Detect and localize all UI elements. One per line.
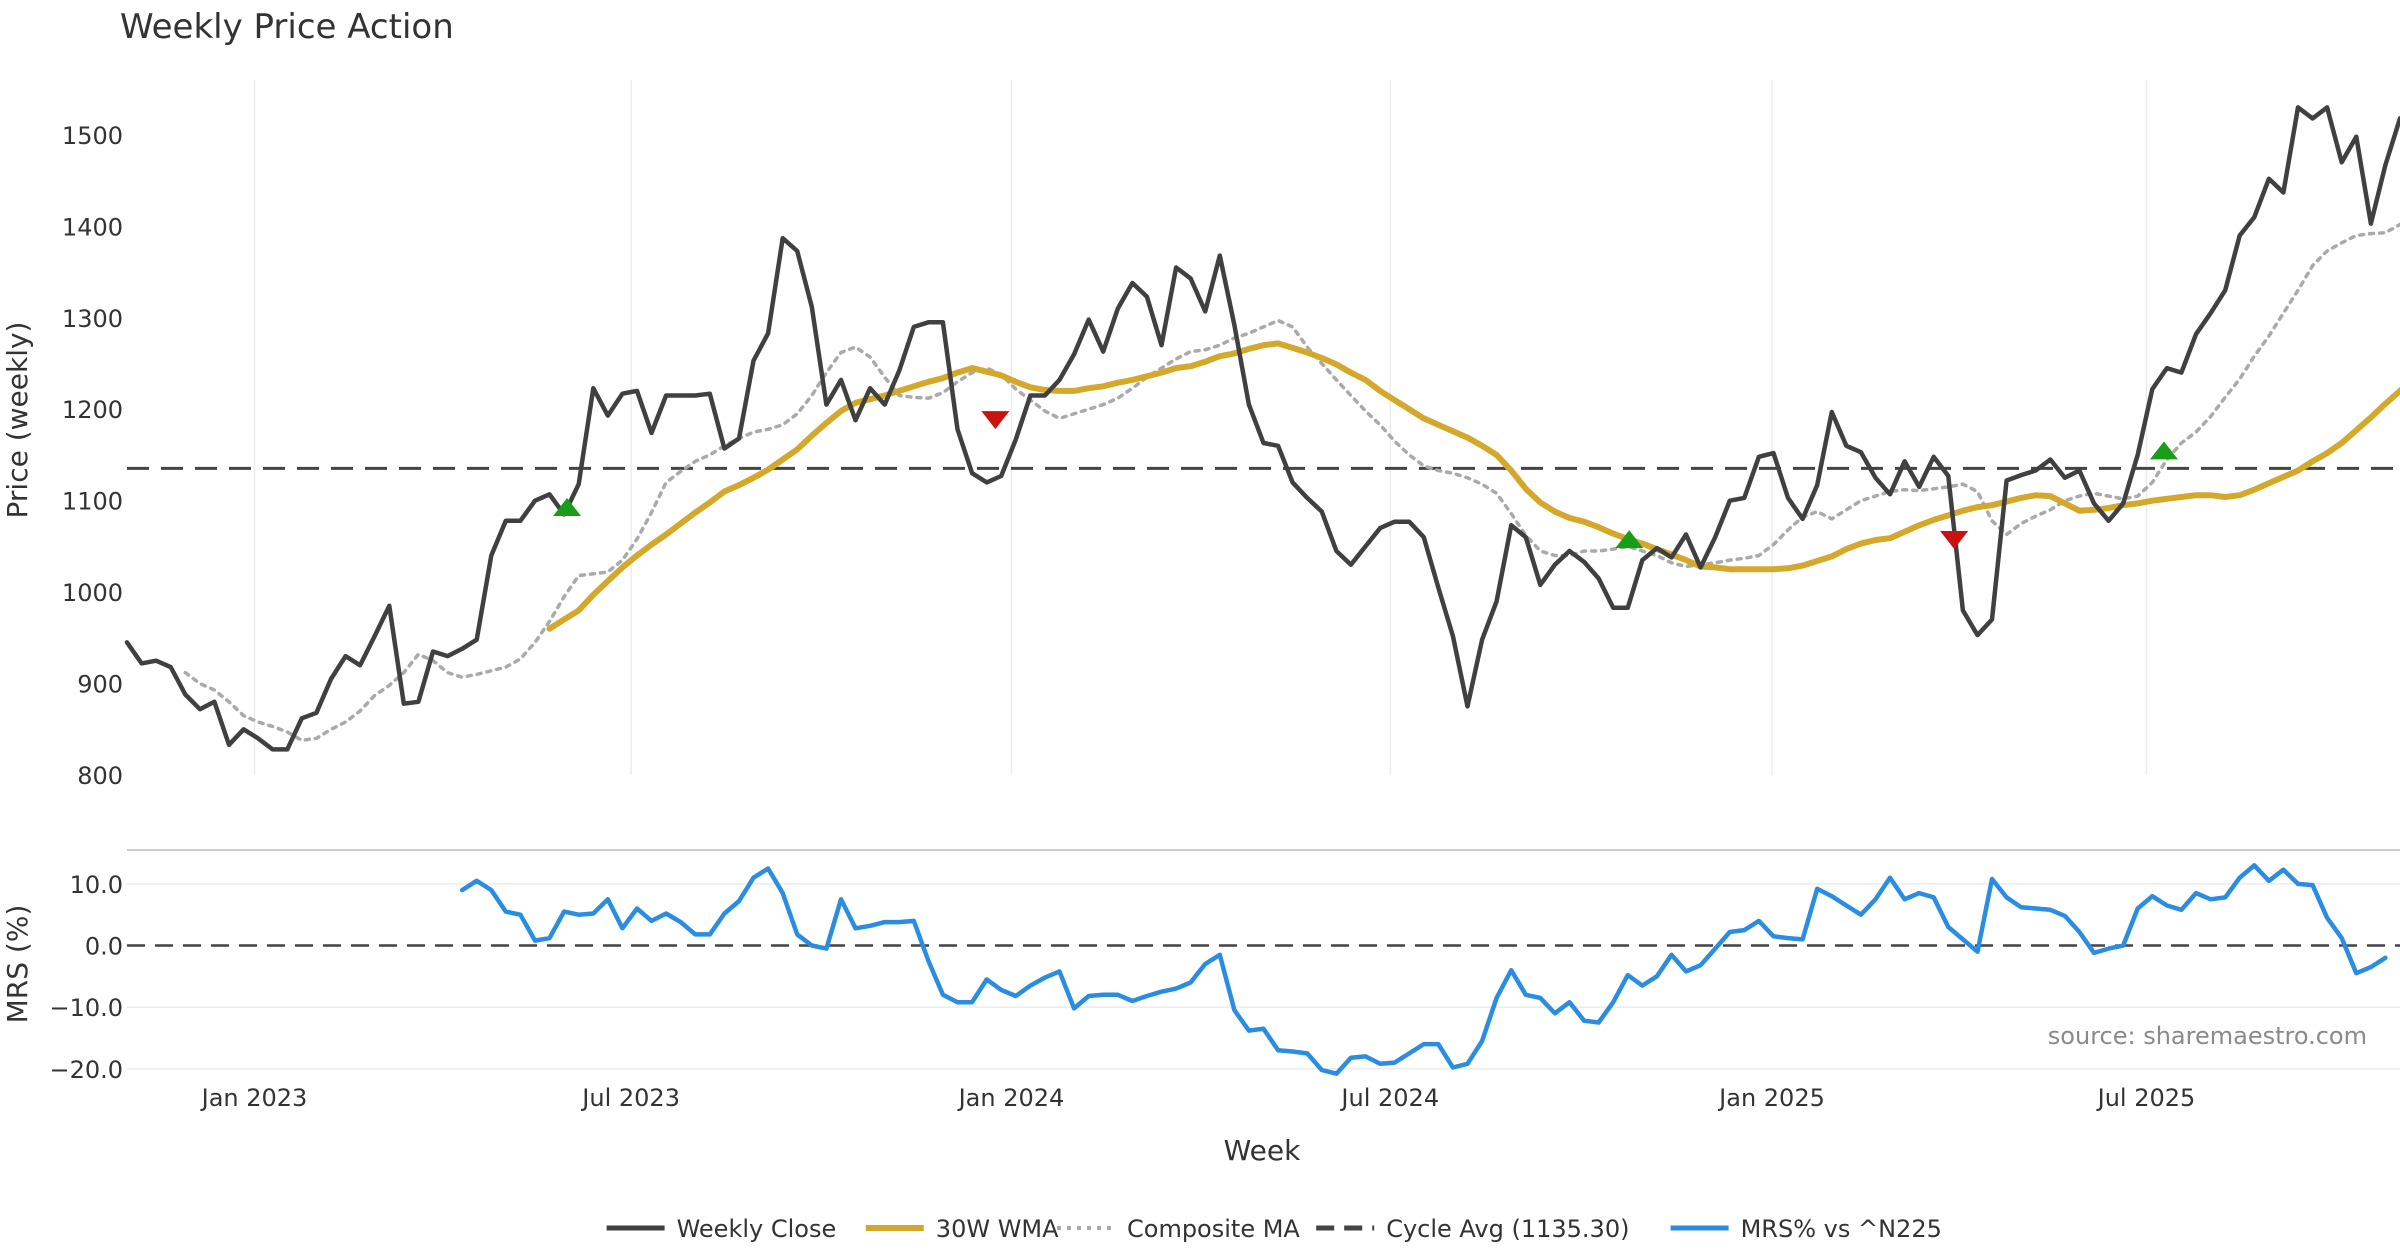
mrs-y-tick-0: 10.0 [70, 871, 123, 899]
price-y-tick-6: 1400 [62, 213, 123, 241]
mrs-series [459, 863, 2388, 1076]
x-tick-2: Jan 2024 [957, 1084, 1065, 1112]
x-tick-3: Jul 2024 [1339, 1084, 1439, 1112]
legend-label-0: Weekly Close [677, 1215, 837, 1243]
chart-title: Weekly Price Action [120, 7, 454, 47]
composite-ma-line [183, 222, 2400, 743]
mrs-y-tick-labels: 10.0 0.0 −10.0 −20.0 [49, 871, 123, 1084]
legend-label-4: MRS% vs ^N225 [1741, 1215, 1942, 1243]
price-y-tick-3: 1100 [62, 488, 123, 516]
mrs-y-tick-1: 0.0 [85, 933, 123, 961]
price-y-axis-title: Price (weekly) [1, 322, 34, 519]
weekly-close-line [124, 105, 2400, 752]
price-y-tick-7: 1500 [62, 122, 123, 150]
price-gridlines [253, 80, 2148, 775]
x-tick-labels: Jan 2023 Jul 2023 Jan 2024 Jul 2024 Jan 2025… [200, 1084, 2196, 1112]
wma-30w-line [546, 340, 2400, 632]
chart-legend: Weekly Close 30W WMA Composite MA Cycle Avg… [606, 1215, 1942, 1243]
x-tick-1: Jul 2023 [580, 1084, 680, 1112]
buy-signal-marker-0 [553, 498, 582, 517]
price-y-tick-1: 900 [77, 671, 123, 699]
x-axis-title: Week [1224, 1134, 1301, 1167]
price-y-tick-4: 1200 [62, 396, 123, 424]
buy-signal-marker-4 [2149, 441, 2178, 460]
x-tick-4: Jan 2025 [1717, 1084, 1825, 1112]
source-annotation: source: sharemaestro.com [2048, 1022, 2367, 1050]
sell-signal-marker-3 [1940, 530, 1969, 549]
price-y-tick-labels: 800 900 1000 1100 1200 1300 1400 1500 [62, 122, 123, 790]
buy-signal-marker-2 [1615, 530, 1644, 549]
signal-markers [553, 411, 2178, 549]
mrs-gridlines [127, 883, 2400, 1070]
sell-signal-marker-1 [981, 411, 1010, 430]
mrs-y-tick-2: −10.0 [49, 994, 123, 1022]
mrs-y-axis-title: MRS (%) [1, 905, 34, 1024]
mrs-y-tick-3: −20.0 [49, 1056, 123, 1084]
price-series [124, 105, 2400, 752]
x-tick-5: Jul 2025 [2096, 1084, 2196, 1112]
legend-label-1: 30W WMA [936, 1215, 1059, 1243]
legend-label-2: Composite MA [1127, 1215, 1300, 1243]
price-y-tick-2: 1000 [62, 579, 123, 607]
x-tick-0: Jan 2023 [200, 1084, 308, 1112]
price-y-tick-0: 800 [77, 762, 123, 790]
price-y-tick-5: 1300 [62, 305, 123, 333]
mrs-line-0 [459, 863, 2388, 1076]
legend-label-3: Cycle Avg (1135.30) [1386, 1215, 1629, 1243]
